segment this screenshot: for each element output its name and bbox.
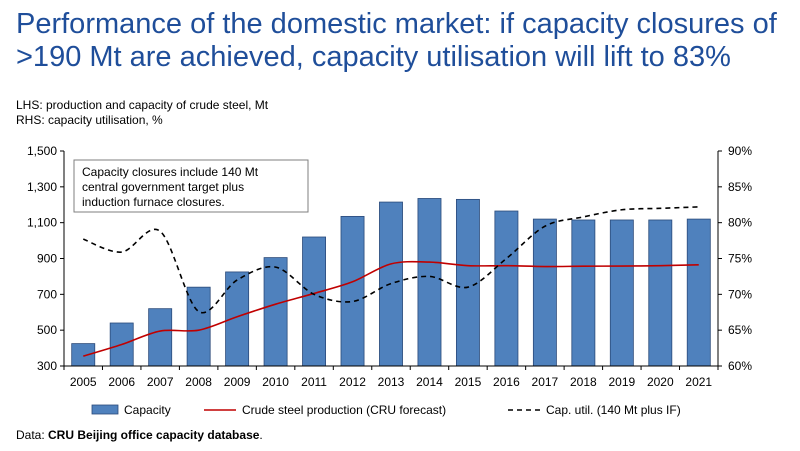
right-tick-label: 70% [728, 287, 752, 301]
right-tick-label: 60% [728, 359, 752, 373]
rhs-axis-note: RHS: capacity utilisation, % [16, 113, 163, 127]
legend: Capacity Crude steel production (CRU fore… [91, 403, 681, 417]
capacity-bar-2019 [609, 219, 634, 367]
source-suffix: . [259, 428, 263, 442]
capacity-bar-2015 [455, 198, 480, 367]
x-tick-label: 2019 [608, 375, 635, 389]
x-tick-label: 2016 [493, 375, 520, 389]
capacity-bar-2020 [648, 219, 673, 367]
capacity-bar-2007 [148, 308, 173, 367]
x-tick-label: 2021 [685, 375, 712, 389]
x-tick-label: 2015 [455, 375, 482, 389]
capacity-bar-2017 [532, 218, 557, 367]
x-tick-label: 2010 [262, 375, 289, 389]
left-tick-label: 1,100 [27, 216, 57, 230]
annotation-box: Capacity closures include 140 Mtcentral … [73, 159, 309, 213]
x-tick-label: 2009 [224, 375, 251, 389]
x-tick-label: 2005 [70, 375, 97, 389]
legend-label-capacity: Capacity [124, 403, 171, 417]
annotation-frame [73, 159, 309, 213]
bars-group [71, 198, 711, 367]
left-tick-label: 300 [37, 359, 57, 373]
x-tick-label: 2020 [647, 375, 674, 389]
capacity-bar-2021 [686, 218, 711, 367]
utilisation-line [82, 206, 699, 314]
capacity-bar-2016 [494, 210, 519, 367]
x-tick-label: 2017 [532, 375, 559, 389]
lhs-axis-note: LHS: production and capacity of crude st… [16, 98, 269, 112]
x-tick-label: 2011 [301, 375, 327, 389]
capacity-bar-2010 [263, 257, 288, 367]
production-line-group [83, 260, 699, 357]
capacity-bar-2018 [571, 219, 596, 367]
x-tick-label: 2013 [378, 375, 405, 389]
right-tick-label: 80% [728, 216, 752, 230]
right-tick-label: 90% [728, 144, 752, 158]
legend-label-production: Crude steel production (CRU forecast) [242, 403, 446, 417]
legend-label-utilisation: Cap. util. (140 Mt plus IF) [546, 403, 681, 417]
legend-swatch-capacity [91, 404, 119, 415]
right-tick-label: 75% [728, 252, 752, 266]
x-tick-label: 2007 [147, 375, 174, 389]
right-tick-label: 85% [728, 180, 752, 194]
left-tick-label: 900 [37, 252, 57, 266]
page-title: Performance of the domestic market: if c… [16, 8, 777, 73]
capacity-bar-2012 [340, 215, 365, 367]
production-line [83, 260, 699, 357]
capacity-bar-2014 [417, 198, 442, 367]
source-prefix: Data: [16, 428, 49, 442]
left-tick-label: 1,300 [27, 180, 57, 194]
x-tick-label: 2014 [416, 375, 443, 389]
source-name: CRU Beijing office capacity database [48, 428, 260, 442]
annotation-line: induction furnace closures. [82, 195, 225, 209]
capacity-bar-2005 [71, 343, 96, 367]
annotation-line: Capacity closures include 140 Mt [82, 165, 259, 179]
left-tick-label: 1,500 [27, 144, 57, 158]
x-tick-label: 2008 [185, 375, 212, 389]
left-tick-label: 700 [37, 287, 57, 301]
source-note: Data: CRU Beijing office capacity databa… [16, 428, 263, 442]
x-tick-label: 2012 [339, 375, 366, 389]
x-tick-label: 2018 [570, 375, 597, 389]
axes-group: 300 500 700 900 1,100 1,300 1,500 60% 65% 70% 75% 8… [27, 144, 752, 389]
capacity-bar-2011 [302, 236, 326, 367]
x-tick-label: 2006 [108, 375, 135, 389]
left-tick-label: 500 [37, 323, 57, 337]
annotation-line: central government target plus [82, 180, 244, 194]
utilisation-line-group [82, 206, 699, 314]
right-tick-label: 65% [728, 323, 752, 337]
